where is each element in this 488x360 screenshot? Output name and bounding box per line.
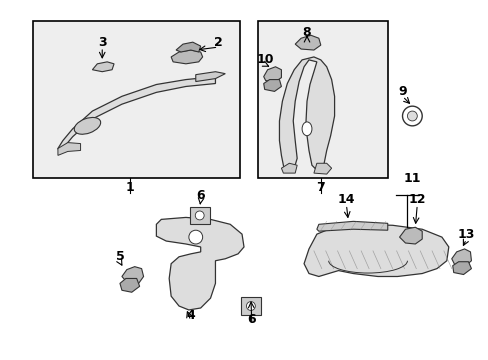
Polygon shape [316, 221, 387, 231]
Polygon shape [451, 249, 470, 267]
Ellipse shape [74, 117, 101, 134]
Polygon shape [58, 143, 81, 156]
Polygon shape [176, 42, 200, 52]
Polygon shape [120, 278, 140, 292]
Text: 10: 10 [256, 53, 274, 66]
Ellipse shape [302, 122, 311, 136]
Polygon shape [122, 267, 143, 284]
Circle shape [246, 302, 255, 310]
Polygon shape [313, 163, 331, 174]
Bar [33, 21, 240, 178]
Text: 13: 13 [457, 228, 474, 240]
Polygon shape [171, 50, 202, 64]
Polygon shape [304, 224, 448, 276]
Circle shape [407, 111, 416, 121]
Polygon shape [295, 35, 320, 50]
Text: 6: 6 [247, 313, 256, 326]
Polygon shape [156, 217, 244, 310]
Text: 8: 8 [302, 26, 311, 39]
Text: 11: 11 [403, 171, 420, 185]
Polygon shape [452, 262, 470, 275]
Polygon shape [92, 62, 114, 72]
Text: 6: 6 [196, 189, 204, 202]
Text: 2: 2 [214, 36, 223, 49]
Polygon shape [399, 227, 421, 244]
Text: 4: 4 [186, 309, 195, 322]
Circle shape [188, 230, 202, 244]
FancyBboxPatch shape [189, 207, 209, 224]
Text: 9: 9 [397, 85, 406, 98]
Circle shape [195, 211, 203, 220]
Text: 1: 1 [125, 181, 134, 194]
Polygon shape [279, 57, 334, 170]
Polygon shape [263, 80, 281, 91]
Text: 5: 5 [115, 250, 124, 263]
FancyBboxPatch shape [241, 297, 260, 315]
Bar [257, 21, 387, 178]
Text: 3: 3 [98, 36, 106, 49]
Polygon shape [281, 163, 297, 173]
Circle shape [402, 106, 421, 126]
Polygon shape [263, 67, 281, 82]
Polygon shape [195, 72, 225, 82]
Text: 14: 14 [337, 193, 354, 206]
Polygon shape [58, 77, 215, 152]
Text: 12: 12 [407, 193, 425, 206]
Text: 7: 7 [316, 181, 325, 194]
